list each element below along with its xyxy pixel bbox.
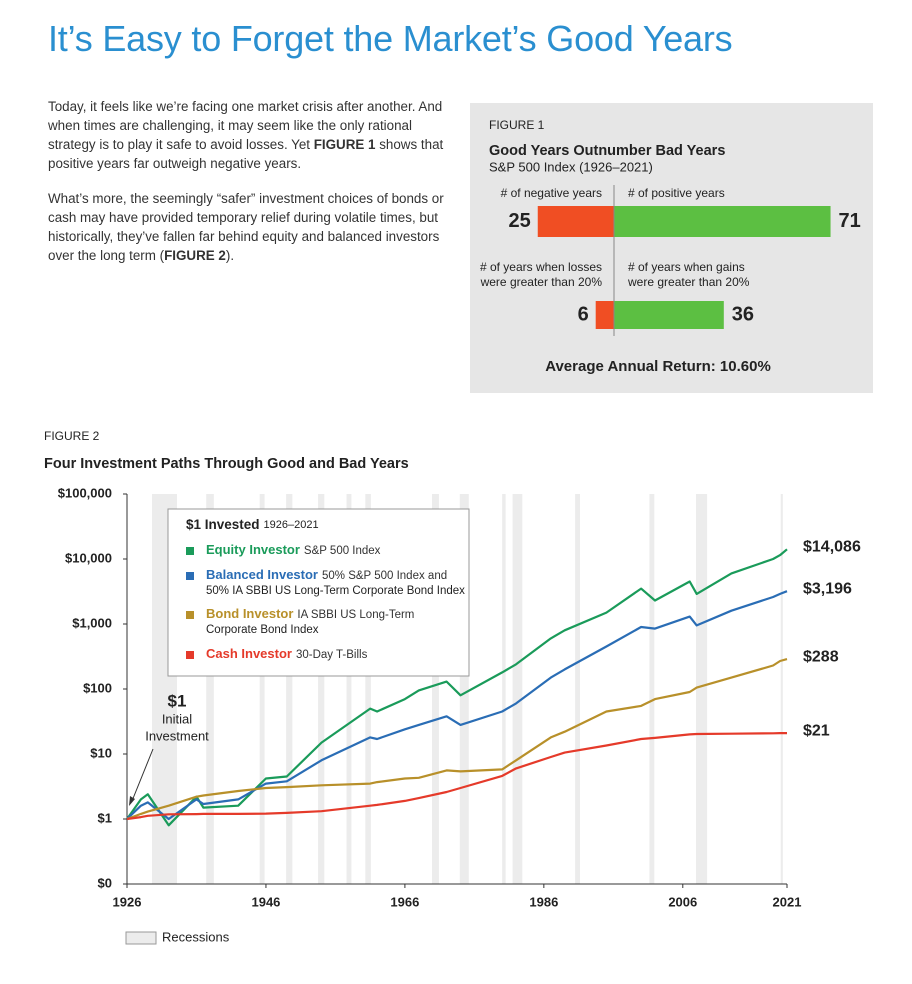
legend-swatch	[186, 611, 194, 619]
recession-band	[780, 494, 783, 884]
figure-title: Four Investment Paths Through Good and B…	[44, 456, 409, 472]
bar-label: # of years when gains	[628, 260, 745, 274]
recession-band	[502, 494, 506, 884]
recession-band	[512, 494, 523, 884]
figure-label: FIGURE 1	[489, 118, 545, 132]
text: shows that positive years far outweigh n…	[48, 137, 444, 171]
recession-band	[575, 494, 580, 884]
recession-band	[346, 494, 352, 884]
end-label: $14,086	[803, 539, 861, 556]
text: Today, it feels like we’re facing one ma…	[48, 99, 443, 152]
page-title: It’s Easy to Forget the Market’s Good Ye…	[48, 18, 733, 59]
legend-description: IA SBBI US Long-Term	[297, 609, 414, 621]
legend-name: Bond Investor	[206, 606, 293, 621]
x-tick-label: 2006	[668, 894, 697, 909]
annotation-arrow	[131, 748, 154, 802]
bar-positive	[614, 301, 724, 329]
y-tick-label: $1,000	[72, 615, 112, 630]
text-bold: FIGURE 2	[164, 248, 226, 263]
figure-title: Good Years Outnumber Bad Years	[489, 143, 725, 159]
legend-name: Cash Investor	[206, 646, 292, 661]
y-tick-label: $100	[83, 680, 112, 695]
x-tick-label: 1926	[113, 894, 142, 909]
recession-band	[365, 494, 371, 884]
annotation: Investment	[145, 728, 209, 743]
legend-entry: Cash Investor 30-Day T-Bills	[206, 646, 368, 661]
bar-label: # of positive years	[628, 186, 725, 200]
recession-key	[125, 931, 157, 945]
figure-footer: Average Annual Return: 10.60%	[545, 358, 771, 375]
value-label: 71	[839, 210, 861, 232]
end-label: $21	[803, 722, 830, 739]
legend-description: 30-Day T-Bills	[296, 649, 368, 661]
bar-label: # of years when losses	[480, 260, 602, 274]
figure-subtitle: S&P 500 Index (1926–2021)	[489, 159, 653, 174]
legend-entry: Bond Investor IA SBBI US Long-Term	[206, 606, 414, 621]
bar-negative	[595, 301, 614, 329]
series-line	[126, 658, 788, 821]
y-tick-label: $100,000	[58, 485, 112, 500]
recession-band	[259, 494, 265, 884]
text: What’s more, the seemingly “safer” inves…	[48, 191, 444, 263]
x-tick-label: 1986	[529, 894, 558, 909]
y-tick-label: $0	[98, 875, 112, 890]
legend-swatch	[186, 651, 194, 659]
text: ).	[225, 248, 235, 263]
recession-band	[206, 494, 214, 884]
series-line	[126, 548, 788, 827]
recession-band	[431, 494, 439, 884]
legend-description: Corporate Bond Index	[206, 624, 319, 636]
x-tick-label: 1946	[251, 894, 280, 909]
recession-band	[286, 494, 293, 884]
legend-description: S&P 500 Index	[304, 545, 381, 557]
text-bold: FIGURE 1	[313, 137, 376, 152]
y-tick-label: $10,000	[65, 550, 112, 565]
end-label: $288	[803, 648, 839, 665]
legend-title-text: $1 Invested	[186, 517, 260, 532]
legend-box	[167, 508, 470, 677]
legend-entry: Equity Investor S&P 500 Index	[206, 542, 381, 557]
legend-name: Balanced Investor	[206, 567, 318, 582]
legend-swatch	[186, 572, 194, 580]
bar-label: were greater than 20%	[627, 275, 750, 289]
recession-band	[695, 494, 708, 884]
series-line	[126, 732, 787, 821]
paragraph: Today, it feels like we’re facing one ma…	[48, 97, 460, 173]
y-tick-label: $1	[98, 810, 112, 825]
legend-swatch	[186, 547, 194, 555]
legend-description: 50% S&P 500 Index and	[322, 570, 447, 582]
bar-negative	[537, 206, 614, 237]
recession-band	[459, 494, 469, 884]
value-label: 6	[578, 303, 589, 325]
value-label: 36	[732, 303, 754, 325]
recession-band	[649, 494, 655, 884]
recession-key-label: Recessions	[162, 929, 230, 944]
annotation: $1	[168, 691, 187, 710]
legend-period: 1926–2021	[264, 519, 319, 531]
arrow-head	[129, 796, 135, 806]
legend-description: 50% IA SBBI US Long-Term Corporate Bond …	[206, 585, 465, 597]
figure-label: FIGURE 2	[44, 429, 100, 443]
annotation: Initial	[162, 711, 192, 726]
series-line	[126, 590, 788, 821]
figure-panel	[470, 103, 873, 393]
x-tick-label: 2021	[773, 894, 802, 909]
paragraph: What’s more, the seemingly “safer” inves…	[48, 189, 460, 265]
end-label: $3,196	[803, 580, 852, 597]
recession-band	[318, 494, 325, 884]
bar-positive	[614, 206, 831, 237]
legend-entry: Balanced Investor 50% S&P 500 Index and	[206, 567, 447, 582]
value-label: 25	[509, 210, 531, 232]
x-tick-label: 1966	[390, 894, 419, 909]
legend-name: Equity Investor	[206, 542, 300, 557]
legend-title: $1 Invested 1926–2021	[186, 517, 319, 532]
bar-label: # of negative years	[501, 186, 602, 200]
y-tick-label: $10	[90, 745, 112, 760]
bar-label: were greater than 20%	[480, 275, 603, 289]
